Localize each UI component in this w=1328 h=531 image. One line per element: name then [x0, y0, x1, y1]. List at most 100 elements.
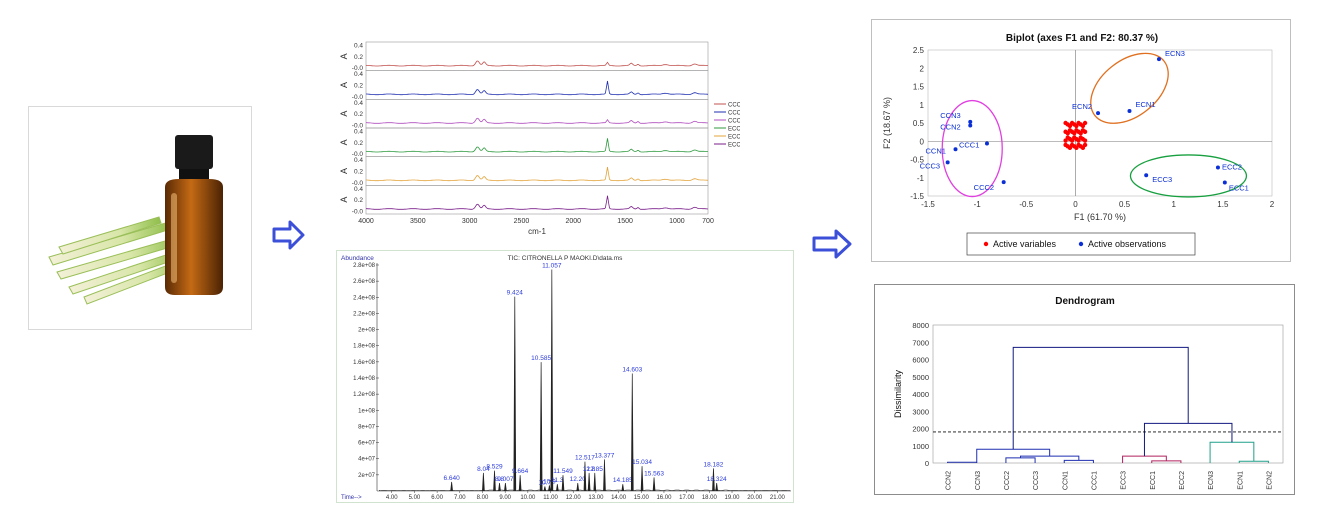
biplot-cluster-ellipse — [1090, 52, 1169, 124]
gcms-chromatogram: Abundance TIC: CITRONELLA P MAOKI.D\data.… — [336, 250, 794, 503]
ftir-y-tick-label: -0.0 — [352, 94, 364, 101]
ftir-y-tick-label: -0.0 — [352, 151, 364, 158]
gc-title: TIC: CITRONELLA P MAOKI.D\data.ms — [508, 255, 623, 262]
ftir-legend-label: CCC2 — [728, 111, 740, 117]
gc-peak-label: 14.185 — [613, 477, 633, 484]
biplot-observation-label: ECN3 — [1165, 49, 1185, 58]
gc-peak-label: 18.324 — [707, 476, 727, 483]
ftir-y-axis-label: A — [339, 111, 349, 117]
dendrogram-leaf-label: CCC1 — [1091, 471, 1098, 490]
ftir-x-tick-label: 2000 — [565, 218, 581, 225]
gc-y-tick-label: 2.4e+08 — [353, 295, 376, 301]
gc-peak — [652, 477, 656, 492]
gc-y-tick-label: 2.6e+08 — [353, 279, 376, 285]
ftir-legend-label: ECC1 — [728, 127, 740, 133]
gc-peak — [550, 269, 554, 492]
dendrogram-link — [1005, 457, 1036, 463]
gc-x-tick-label: 14.00 — [611, 495, 627, 501]
biplot-active-variable — [1082, 129, 1088, 134]
ftir-x-tick-label: 1500 — [617, 218, 633, 225]
gc-peak-label: 8.8 — [495, 476, 504, 483]
gc-peak-label: 13.377 — [595, 452, 615, 459]
gc-peak — [587, 472, 591, 492]
gc-peak-label: 9.664 — [512, 468, 529, 475]
dendrogram-y-tick-label: 7000 — [912, 338, 929, 347]
ftir-y-tick-label: 0.4 — [354, 186, 363, 193]
biplot-x-tick-label: 1 — [1171, 200, 1176, 209]
biplot-active-variable — [1082, 142, 1088, 148]
biplot-x-axis-label: F1 (61.70 %) — [1074, 212, 1126, 222]
ftir-x-tick-label: 1000 — [669, 218, 685, 225]
ftir-y-axis-label: A — [339, 168, 349, 174]
biplot-observation-label: CCC2 — [974, 183, 994, 192]
ftir-y-tick-label: 0.2 — [354, 54, 363, 61]
biplot-observation-label: ECC2 — [1222, 163, 1242, 172]
biplot-y-tick-label: -1 — [917, 174, 925, 183]
gc-peak — [630, 373, 634, 492]
dendrogram-y-tick-label: 6000 — [912, 356, 929, 365]
dendrogram-leaf-label: ECN3 — [1208, 471, 1215, 490]
biplot-y-tick-label: -1.5 — [910, 192, 924, 201]
ftir-y-tick-label: 0.2 — [354, 111, 363, 118]
gc-peak-label: 6.640 — [443, 475, 460, 482]
dendrogram-leaf-label: ECN1 — [1237, 471, 1244, 490]
dendrogram-y-tick-label: 8000 — [912, 321, 929, 330]
ftir-y-axis-label: A — [339, 82, 349, 88]
biplot-y-tick-label: 1 — [920, 101, 925, 110]
gc-x-tick-label: 5.00 — [409, 495, 421, 501]
biplot-observation-label: ECC3 — [1152, 175, 1172, 184]
dendrogram-link — [1122, 455, 1167, 463]
gc-x-tick-label: 16.00 — [656, 495, 672, 501]
gc-x-tick-label: 9.00 — [499, 495, 511, 501]
gc-peak — [504, 483, 507, 492]
gc-peak — [543, 486, 547, 492]
biplot-observation-label: ECN1 — [1135, 100, 1155, 109]
gc-x-tick-label: 15.00 — [634, 495, 650, 501]
gc-peak-label: 18.182 — [704, 461, 724, 468]
ftir-y-tick-label: 0.4 — [354, 71, 363, 78]
dendrogram-y-tick-label: 2000 — [912, 425, 929, 434]
ftir-y-tick-label: 0.2 — [354, 83, 363, 90]
gc-x-tick-label: 6.00 — [431, 495, 443, 501]
gc-peak — [539, 362, 543, 492]
biplot-y-tick-label: -0.5 — [910, 156, 924, 165]
biplot-title: Biplot (axes F1 and F2: 80.37 %) — [1006, 33, 1158, 44]
dendrogram-y-tick-label: 5000 — [912, 373, 929, 382]
ftir-x-tick-label: 4000 — [358, 218, 374, 225]
biplot-cluster-ellipse — [941, 99, 1003, 198]
biplot-observation-label: CCN3 — [940, 111, 960, 120]
biplot-legend-marker — [1078, 241, 1084, 247]
biplot-legend-label: Active variables — [993, 239, 1057, 249]
biplot-y-tick-label: 0.5 — [913, 119, 925, 128]
gc-peak — [603, 459, 606, 492]
biplot-y-tick-label: 2.5 — [913, 46, 925, 55]
ftir-subplot-frame — [365, 127, 709, 157]
gc-peak-label: 15.563 — [644, 470, 664, 477]
biplot-legend-marker — [983, 241, 989, 247]
ftir-series-line — [365, 138, 708, 153]
ftir-y-axis-label: A — [339, 53, 349, 59]
dendrogram-leaf-label: CCN2 — [946, 471, 953, 490]
biplot-observation-point — [968, 123, 973, 128]
dendrogram-title: Dendrogram — [1055, 296, 1115, 307]
amber-bottle — [165, 135, 223, 295]
gc-peak-label: 12.517 — [575, 455, 595, 462]
gc-peak-label: 11.057 — [542, 263, 562, 270]
biplot-observation-label: CCC1 — [959, 140, 979, 149]
gc-peak — [621, 484, 625, 492]
gc-y-axis-label: Abundance — [341, 255, 374, 262]
ftir-series-line — [366, 80, 709, 96]
ftir-series-line — [365, 60, 708, 67]
ftir-y-axis-label: A — [339, 197, 349, 203]
biplot-active-variable — [1082, 120, 1088, 126]
gc-peak — [498, 483, 501, 492]
gc-peak — [640, 466, 644, 492]
gc-y-tick-label: 1.8e+08 — [353, 344, 376, 350]
gc-y-tick-label: 1.2e+08 — [353, 392, 376, 398]
biplot-cluster-ellipse — [1129, 154, 1248, 198]
ftir-y-tick-label: 0.2 — [354, 169, 363, 176]
ftir-subplot-frame — [365, 41, 709, 71]
biplot-observation-point — [984, 141, 989, 146]
dendrogram-link — [1063, 459, 1094, 463]
biplot-observation-point — [1127, 108, 1132, 113]
